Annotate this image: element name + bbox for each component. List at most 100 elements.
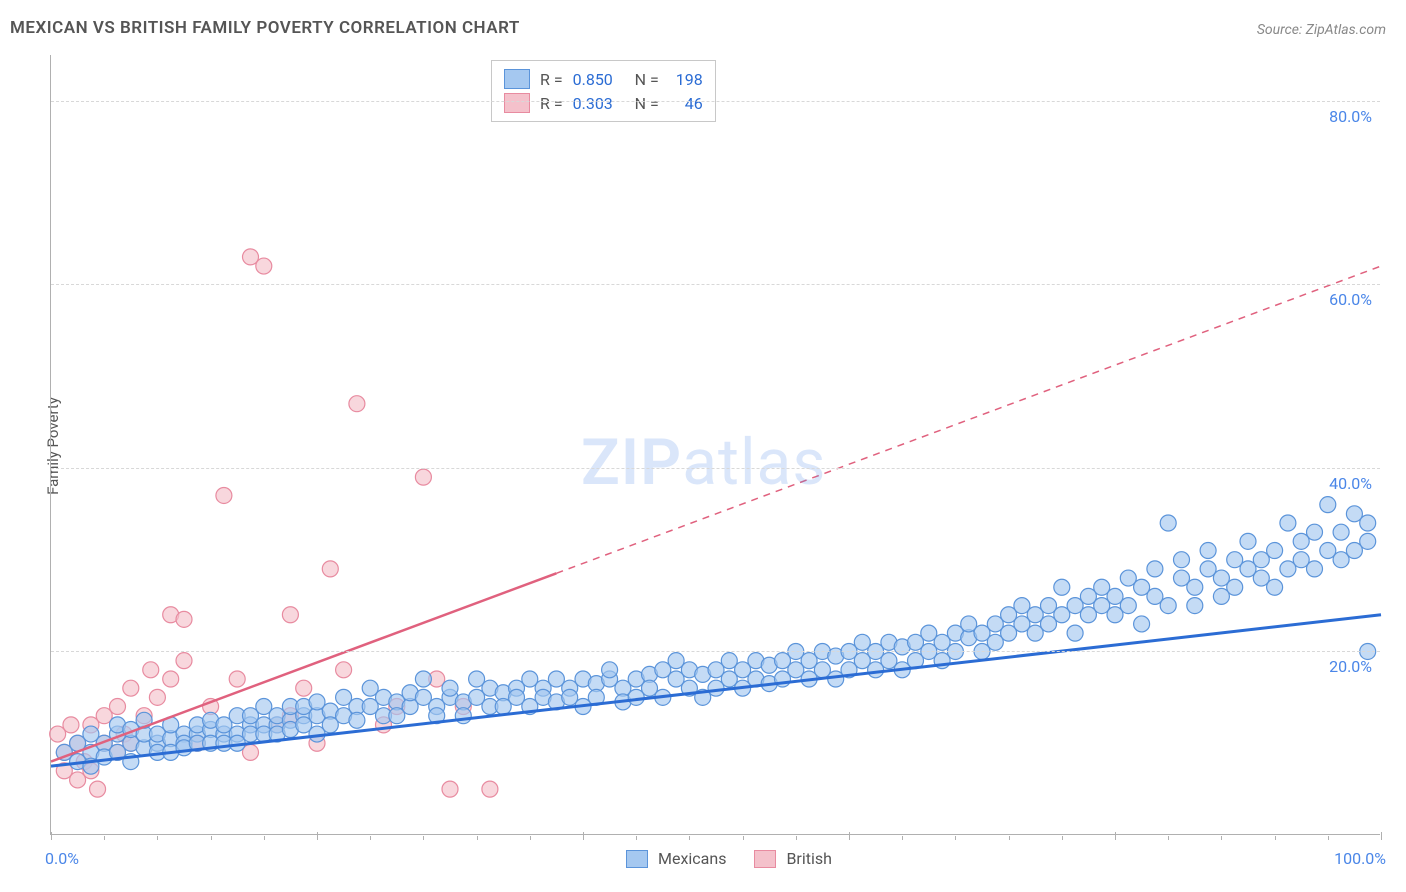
mexicans-point <box>1333 524 1349 540</box>
x-tick <box>1221 836 1222 840</box>
mexicans-point <box>602 662 618 678</box>
y-tick-label: 20.0% <box>1329 657 1372 676</box>
legend-n-label: N = <box>635 94 659 113</box>
mexicans-point <box>1187 598 1203 614</box>
x-tick <box>530 836 531 840</box>
x-tick <box>211 836 212 840</box>
legend-r-value: 0.303 <box>573 94 625 113</box>
x-tick <box>1381 832 1382 840</box>
chart-svg <box>51 55 1380 834</box>
legend-r-label: R = <box>540 94 563 113</box>
british-point <box>90 781 106 797</box>
plot-area: ZIPatlas R =0.850N =198R =0.303N =46 Mex… <box>50 55 1380 835</box>
british-point <box>442 781 458 797</box>
legend-label-mexicans: Mexicans <box>658 849 726 868</box>
british-point <box>349 396 365 412</box>
x-tick <box>1168 836 1169 840</box>
x-tick <box>1062 836 1063 840</box>
mexicans-point <box>1280 515 1296 531</box>
x-tick <box>1275 836 1276 840</box>
legend-swatch <box>504 69 530 89</box>
legend-series: Mexicans British <box>626 849 850 868</box>
legend-row-british: R = 0.303 N = 46 <box>504 91 703 115</box>
british-point <box>415 469 431 485</box>
british-trendline-dashed <box>556 266 1381 573</box>
british-point <box>282 607 298 623</box>
mexicans-point <box>1160 598 1176 614</box>
x-tick <box>849 832 850 840</box>
mexicans-point <box>1227 579 1243 595</box>
mexicans-point <box>1267 579 1283 595</box>
y-tick-label: 80.0% <box>1329 107 1372 126</box>
mexicans-point <box>415 671 431 687</box>
x-tick <box>477 836 478 840</box>
mexicans-point <box>1307 524 1323 540</box>
x-tick <box>902 836 903 840</box>
gridline <box>51 651 1380 652</box>
british-point <box>336 662 352 678</box>
mexicans-point <box>1360 515 1376 531</box>
mexicans-point <box>1160 515 1176 531</box>
mexicans-point <box>1200 543 1216 559</box>
british-point <box>176 611 192 627</box>
x-tick <box>743 836 744 840</box>
legend-label-british: British <box>786 849 831 868</box>
x-tick <box>104 836 105 840</box>
mexicans-point <box>349 712 365 728</box>
x-tick <box>264 836 265 840</box>
legend-swatch <box>626 850 648 868</box>
british-point <box>482 781 498 797</box>
mexicans-point <box>1360 533 1376 549</box>
x-tick <box>1009 836 1010 840</box>
y-tick-label: 40.0% <box>1329 474 1372 493</box>
legend-correlation: R = 0.850 N = 198 R = 0.303 N = 46 <box>491 60 716 122</box>
y-tick-label: 60.0% <box>1329 290 1372 309</box>
x-tick <box>1328 836 1329 840</box>
british-point <box>163 671 179 687</box>
gridline <box>51 468 1380 469</box>
british-point <box>149 689 165 705</box>
x-tick <box>796 836 797 840</box>
british-point <box>216 487 232 503</box>
legend-n-value: 198 <box>669 70 703 89</box>
legend-swatch <box>754 850 776 868</box>
chart-title: MEXICAN VS BRITISH FAMILY POVERTY CORREL… <box>10 18 520 38</box>
british-point <box>256 258 272 274</box>
british-point <box>322 561 338 577</box>
mexicans-point <box>1320 497 1336 513</box>
x-tick <box>317 832 318 840</box>
mexicans-point <box>1054 579 1070 595</box>
british-point <box>143 662 159 678</box>
x-tick <box>689 836 690 840</box>
legend-n-label: N = <box>635 70 659 89</box>
british-point <box>176 653 192 669</box>
mexicans-point <box>1147 561 1163 577</box>
mexicans-point <box>1187 579 1203 595</box>
british-point <box>123 680 139 696</box>
x-tick <box>423 836 424 840</box>
x-tick-label-left: 0.0% <box>45 849 79 868</box>
mexicans-point <box>1120 598 1136 614</box>
british-point <box>63 717 79 733</box>
x-tick <box>51 832 52 840</box>
british-point <box>110 699 126 715</box>
mexicans-point <box>1307 561 1323 577</box>
mexicans-point <box>1174 552 1190 568</box>
mexicans-trendline <box>51 615 1381 766</box>
x-tick <box>955 836 956 840</box>
legend-r-value: 0.850 <box>573 70 625 89</box>
legend-row-mexicans: R = 0.850 N = 198 <box>504 67 703 91</box>
mexicans-point <box>1134 616 1150 632</box>
x-tick <box>1115 832 1116 840</box>
mexicans-point <box>442 680 458 696</box>
x-tick-label-right: 100.0% <box>1334 849 1386 868</box>
x-tick <box>370 836 371 840</box>
x-tick <box>157 836 158 840</box>
mexicans-point <box>1267 543 1283 559</box>
legend-n-value: 46 <box>669 94 703 113</box>
british-point <box>296 680 312 696</box>
legend-r-label: R = <box>540 70 563 89</box>
gridline <box>51 101 1380 102</box>
source-label: Source: ZipAtlas.com <box>1257 22 1386 38</box>
x-tick <box>583 832 584 840</box>
